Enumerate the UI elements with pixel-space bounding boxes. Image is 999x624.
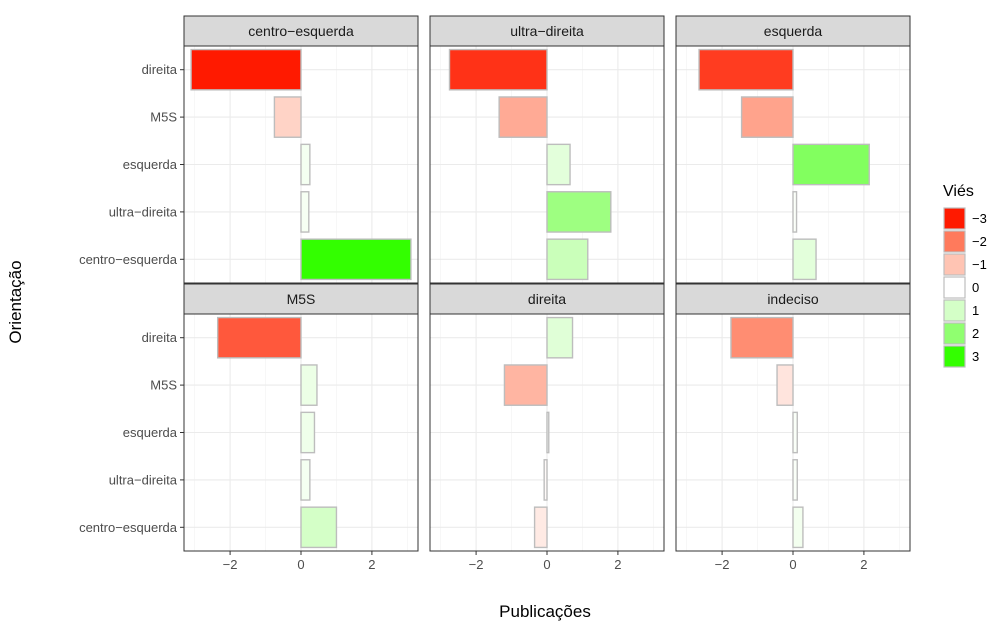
- legend-label: −2: [972, 234, 987, 249]
- y-tick-label: direita: [142, 330, 178, 345]
- x-axis-ticks: −2 0 2 −2 0 2 −2 0 2: [223, 551, 868, 572]
- facet-title: centro−esquerda: [248, 23, 354, 39]
- legend: Viés −3 −2 −1 0 1 2 3: [943, 183, 987, 368]
- legend-key: [943, 276, 966, 299]
- facet-panel: esquerda: [675, 15, 911, 284]
- legend-label: 2: [972, 326, 979, 341]
- y-tick-label: M5S: [150, 378, 177, 393]
- bar: [546, 316, 574, 359]
- bar: [498, 96, 548, 138]
- facet-strip: [183, 15, 419, 47]
- bar: [190, 48, 302, 91]
- bar: [776, 364, 794, 406]
- legend-key: [943, 322, 966, 345]
- panel-border: [429, 45, 665, 284]
- bar: [273, 96, 302, 138]
- x-axis-title: Publicações: [499, 602, 591, 621]
- facet-strip: [183, 283, 419, 315]
- bar: [546, 411, 550, 454]
- bar: [300, 191, 310, 233]
- bar: [300, 459, 311, 501]
- y-tick-label: centro−esquerda: [79, 252, 178, 267]
- bar: [546, 238, 589, 281]
- bar: [792, 459, 798, 501]
- x-tick-label: 2: [614, 557, 621, 572]
- bar: [792, 143, 870, 186]
- x-tick-label: 2: [860, 557, 867, 572]
- facet-panel: indeciso: [675, 283, 911, 552]
- bar: [533, 506, 548, 549]
- legend-key: [943, 207, 966, 230]
- legend-key: [943, 345, 966, 368]
- bar: [730, 316, 794, 359]
- bar: [792, 191, 798, 233]
- legend-label: 3: [972, 349, 979, 364]
- bar: [792, 411, 798, 454]
- bar: [792, 238, 817, 281]
- bar: [300, 506, 338, 549]
- bar: [792, 506, 804, 549]
- y-tick-label: ultra−direita: [109, 472, 178, 487]
- bar: [543, 459, 548, 501]
- facet-title: M5S: [287, 291, 316, 307]
- y-tick-label: direita: [142, 62, 178, 77]
- x-tick-label: 0: [543, 557, 550, 572]
- bar: [300, 364, 318, 406]
- legend-label: −3: [972, 211, 987, 226]
- x-tick-label: −2: [715, 557, 730, 572]
- bar: [546, 143, 571, 186]
- x-tick-label: −2: [469, 557, 484, 572]
- legend-key: [943, 299, 966, 322]
- y-tick-label: ultra−direita: [109, 204, 178, 219]
- facet-panel: M5S: [183, 283, 419, 552]
- bar: [503, 364, 548, 406]
- y-tick-label: esquerda: [123, 157, 178, 172]
- facet-panel: centro−esquerda: [183, 15, 419, 284]
- legend-title: Viés: [943, 183, 974, 200]
- panels-layer: centro−esquerda ultra−direita esquerda M5S d…: [183, 15, 911, 552]
- bar: [546, 191, 612, 233]
- facet-panel: ultra−direita: [429, 15, 665, 284]
- x-tick-label: 2: [368, 557, 375, 572]
- legend-label: −1: [972, 257, 987, 272]
- legend-label: 1: [972, 303, 979, 318]
- facet-title: ultra−direita: [510, 23, 584, 39]
- bar: [216, 316, 302, 359]
- bar: [300, 143, 311, 186]
- facet-panel: direita: [429, 283, 665, 552]
- y-tick-label: esquerda: [123, 425, 178, 440]
- facet-title: indeciso: [767, 291, 819, 307]
- bar: [300, 238, 412, 281]
- facet-title: direita: [528, 291, 566, 307]
- facet-title: esquerda: [764, 23, 823, 39]
- facet-strip: [429, 15, 665, 47]
- y-tick-label: M5S: [150, 110, 177, 125]
- y-tick-label: centro−esquerda: [79, 520, 178, 535]
- x-tick-label: 0: [789, 557, 796, 572]
- legend-key: [943, 253, 966, 276]
- bar: [698, 48, 794, 91]
- legend-label: 0: [972, 280, 979, 295]
- x-tick-label: 0: [297, 557, 304, 572]
- x-tick-label: −2: [223, 557, 238, 572]
- bar: [740, 96, 794, 138]
- bar: [448, 48, 548, 91]
- facet-strip: [675, 283, 911, 315]
- facet-strip: [675, 15, 911, 47]
- y-axis-ticks: direita M5S esquerda ultra−direita centro−es…: [79, 62, 184, 535]
- legend-key: [943, 230, 966, 253]
- y-axis-title: Orientação: [6, 260, 25, 343]
- bar: [300, 411, 316, 454]
- facet-strip: [429, 283, 665, 315]
- panel-border: [675, 45, 911, 284]
